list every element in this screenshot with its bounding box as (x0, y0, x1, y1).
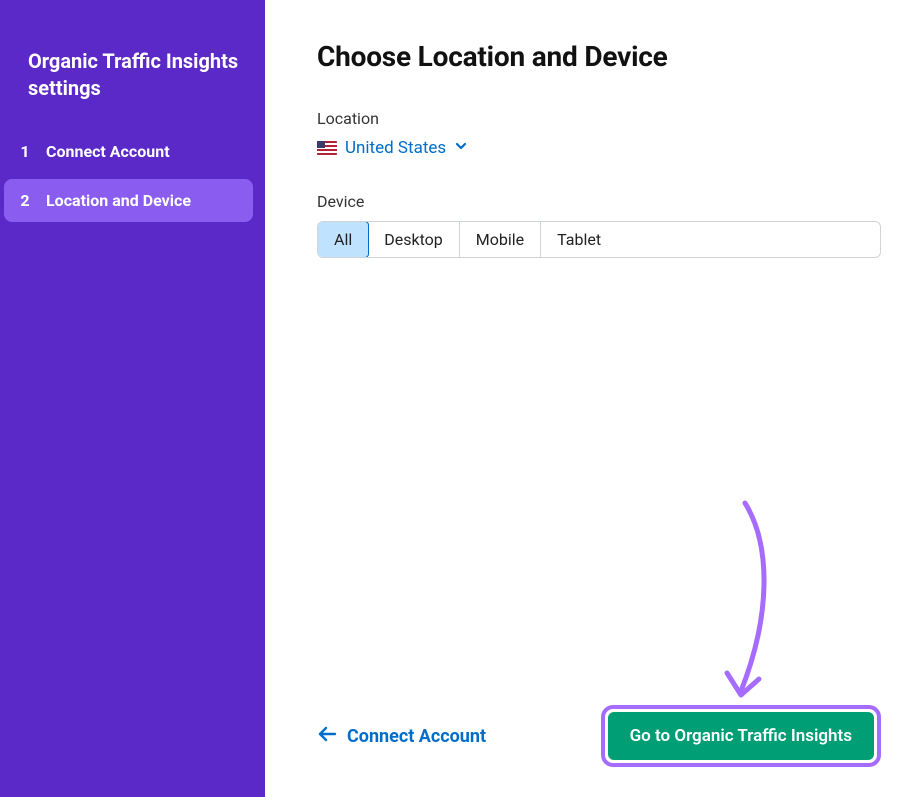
step-number: 2 (18, 191, 32, 210)
device-segmented: All Desktop Mobile Tablet (317, 221, 881, 258)
device-option-mobile[interactable]: Mobile (460, 222, 541, 257)
location-selected: United States (345, 138, 446, 158)
back-button[interactable]: Connect Account (317, 726, 486, 747)
back-label: Connect Account (347, 726, 486, 747)
device-label: Device (317, 192, 881, 211)
sidebar: Organic Traffic Insights settings 1 Conn… (0, 0, 265, 797)
sidebar-step-connect-account[interactable]: 1 Connect Account (4, 130, 253, 173)
device-option-all[interactable]: All (317, 221, 369, 258)
device-option-desktop[interactable]: Desktop (368, 222, 460, 257)
sidebar-step-location-device[interactable]: 2 Location and Device (4, 179, 253, 222)
sidebar-title: Organic Traffic Insights settings (0, 48, 265, 130)
location-dropdown[interactable]: United States (317, 138, 881, 158)
us-flag-icon (317, 141, 337, 155)
step-number: 1 (18, 142, 32, 161)
step-label: Location and Device (46, 191, 191, 210)
sidebar-steps: 1 Connect Account 2 Location and Device (0, 130, 265, 222)
cta-highlight: Go to Organic Traffic Insights (601, 705, 881, 767)
arrow-left-icon (317, 726, 337, 747)
main-panel: Choose Location and Device Location Unit… (265, 0, 921, 797)
go-to-insights-button[interactable]: Go to Organic Traffic Insights (608, 712, 874, 760)
page-title: Choose Location and Device (317, 40, 881, 73)
annotation-arrow-icon (713, 495, 783, 715)
footer: Connect Account Go to Organic Traffic In… (317, 685, 881, 767)
chevron-down-icon (454, 138, 468, 158)
device-option-tablet[interactable]: Tablet (541, 222, 617, 257)
step-label: Connect Account (46, 142, 170, 161)
location-label: Location (317, 109, 881, 128)
